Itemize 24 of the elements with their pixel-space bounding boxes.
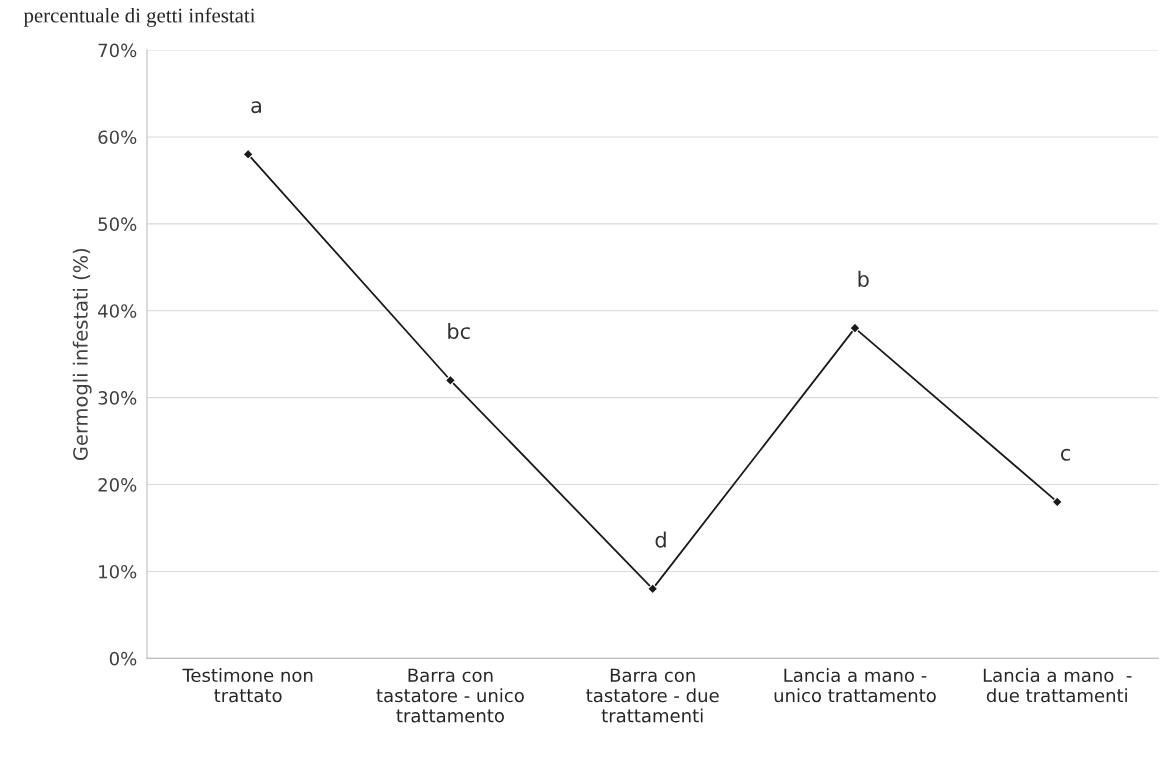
y-tick-label: 20%: [98, 478, 137, 492]
chart-title: percentuale di getti infestati: [23, 7, 256, 27]
annotation: bc: [448, 322, 470, 340]
y-tick-label: 60%: [98, 130, 137, 145]
annotation: d: [655, 531, 666, 548]
y-tick-label: 50%: [98, 217, 137, 231]
annotation: c: [1060, 448, 1070, 461]
x-tick-label: Lancia a mano - unico trattamento: [774, 668, 936, 703]
y-tick-label: 10%: [99, 564, 137, 579]
x-tick-label: Lancia a mano - due trattamenti: [983, 668, 1132, 703]
x-tick-label: Barra con tastatore - due trattamenti: [586, 668, 719, 723]
y-axis-title: Germogli infestati (%): [72, 248, 92, 461]
x-tick-label: Barra con tastatore - unico trattamento: [376, 668, 524, 723]
point: [1051, 496, 1063, 508]
y-tick-label: 70%: [98, 43, 137, 58]
point: [242, 148, 254, 160]
annotation: b: [858, 270, 869, 287]
point: [849, 322, 861, 334]
y-tick-label: 40%: [98, 304, 137, 318]
annotation: a: [251, 101, 261, 114]
x-tick-label: Testimone non trattato: [182, 668, 313, 703]
point: [647, 583, 659, 595]
y-tick-label: 0%: [109, 651, 137, 666]
y-tick-label: 30%: [98, 391, 137, 405]
